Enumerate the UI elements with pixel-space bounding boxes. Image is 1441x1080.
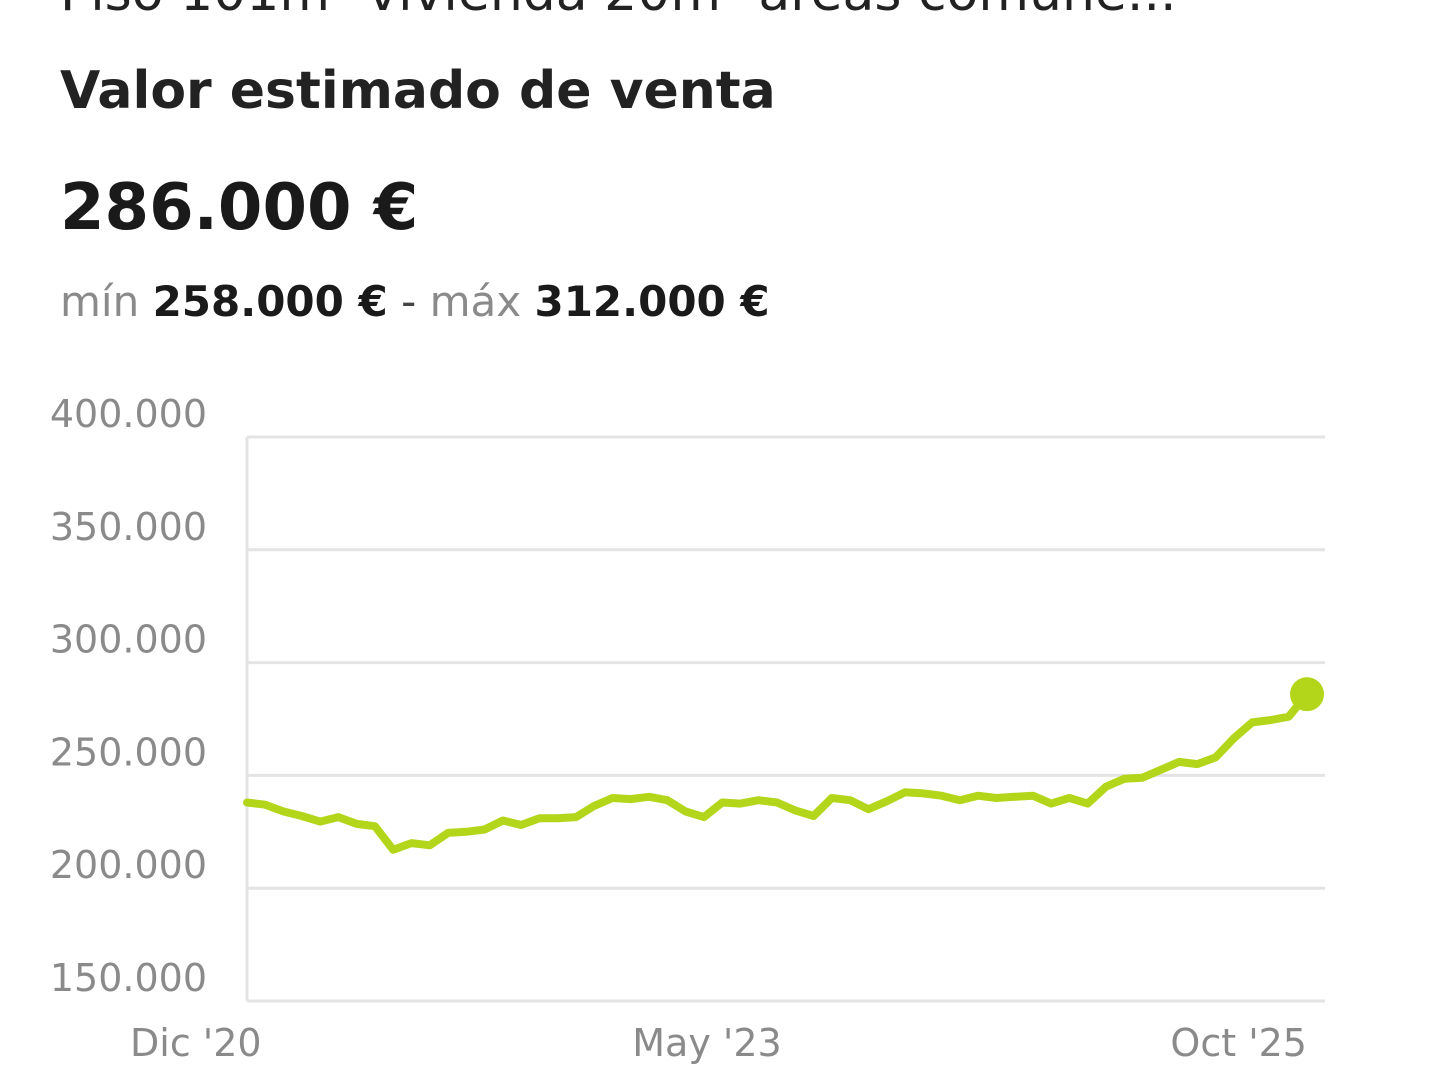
y-tick-label: 300.000: [50, 618, 207, 662]
y-tick-label: 250.000: [50, 730, 207, 774]
range-separator: -: [401, 277, 416, 326]
y-tick-label: 150.000: [50, 956, 207, 1000]
min-value: 258.000 €: [153, 277, 388, 326]
y-tick-label: 200.000: [50, 843, 207, 887]
range-line: mín 258.000 € - máx 312.000 €: [60, 277, 770, 326]
cut-subtitle: Piso 101m² vivienda 20m² áreas comune...: [60, 0, 1177, 23]
section-title: Valor estimado de venta: [60, 61, 776, 121]
y-tick-label: 350.000: [50, 505, 207, 549]
min-label: mín: [60, 277, 139, 326]
x-tick-label: May '23: [632, 1021, 781, 1065]
current-point: [1290, 677, 1324, 712]
max-value: 312.000 €: [534, 277, 769, 326]
y-tick-label: 400.000: [50, 392, 207, 436]
price-line: [243, 690, 1311, 854]
max-label: máx: [430, 277, 522, 326]
x-tick-label: Dic '20: [130, 1021, 262, 1065]
estimate-value: 286.000 €: [60, 171, 418, 245]
x-tick-label: Oct '25: [1170, 1021, 1307, 1065]
